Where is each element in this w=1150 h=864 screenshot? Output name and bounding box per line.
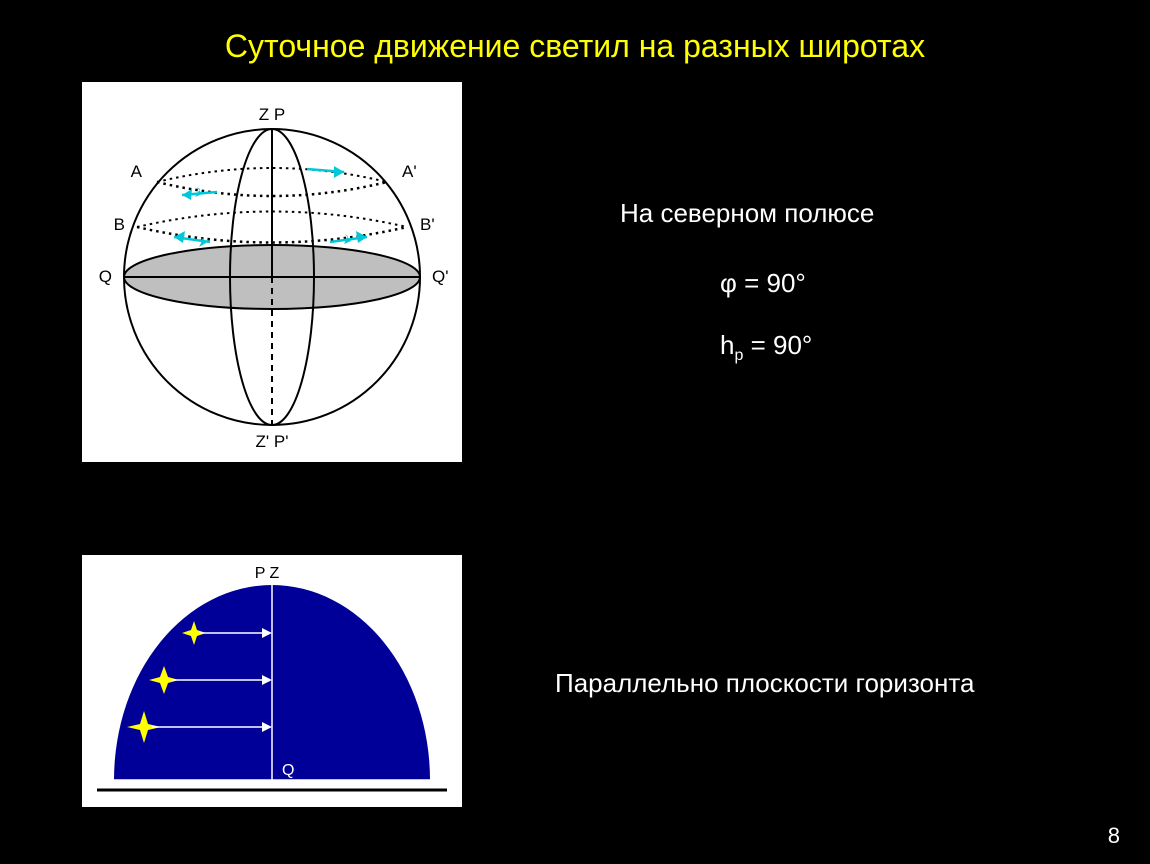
label-a: A xyxy=(131,162,143,181)
hp-suffix: = 90° xyxy=(743,330,812,360)
bottom-text: Параллельно плоскости горизонта xyxy=(555,668,974,699)
star-mark-a-left xyxy=(195,187,202,197)
label-bprime: B' xyxy=(420,215,435,234)
label-qprime: Q' xyxy=(432,267,448,286)
sphere-arrows xyxy=(174,166,367,247)
side-text-3: hp = 90° xyxy=(720,330,812,365)
label-aprime: A' xyxy=(402,162,417,181)
dome-svg: P Z Q xyxy=(82,555,462,807)
hp-prefix: h xyxy=(720,330,734,360)
slide-title: Суточное движение светил на разных широт… xyxy=(0,28,1150,65)
sphere-svg: Z P Z' P' Q Q' A A' B B' xyxy=(82,82,462,462)
side-text-1: На северном полюсе xyxy=(620,198,874,229)
label-zp: Z P xyxy=(259,105,285,124)
celestial-sphere-diagram: Z P Z' P' Q Q' A A' B B' xyxy=(82,82,462,462)
label-q: Q xyxy=(99,267,112,286)
label-q-dome: Q xyxy=(282,762,294,779)
side-text-2: φ = 90° xyxy=(720,268,806,299)
label-pz: P Z xyxy=(255,565,280,582)
page-number: 8 xyxy=(1108,823,1120,849)
label-zpprime: Z' P' xyxy=(256,432,289,451)
dome-diagram: P Z Q xyxy=(82,555,462,807)
label-b: B xyxy=(114,215,125,234)
